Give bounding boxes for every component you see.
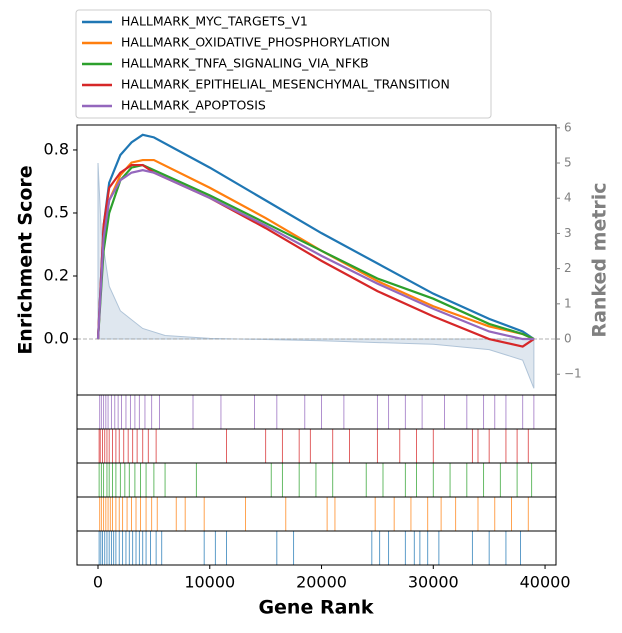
hit-panel xyxy=(76,496,557,532)
y2-tick-label: 5 xyxy=(564,156,572,170)
hit-panel xyxy=(76,530,557,566)
y2-tick-label: 1 xyxy=(564,296,572,310)
y-tick-label: 0.0 xyxy=(44,329,69,348)
legend-label: HALLMARK_TNFA_SIGNALING_VIA_NFKB xyxy=(121,56,369,71)
y2-tick-label: 4 xyxy=(564,191,572,205)
es-line xyxy=(96,133,535,340)
legend-label: HALLMARK_EPITHELIAL_MESENCHYMAL_TRANSITI… xyxy=(121,77,450,92)
x-tick-label: 30000 xyxy=(408,573,459,592)
y2-tick-label: 0 xyxy=(564,332,572,346)
legend-label: HALLMARK_MYC_TARGETS_V1 xyxy=(121,14,308,29)
plot-frame xyxy=(76,124,557,396)
legend-label: HALLMARK_OXIDATIVE_PHOSPHORYLATION xyxy=(121,35,390,50)
es-line xyxy=(96,158,535,341)
x-axis-label: Gene Rank xyxy=(258,597,373,619)
hit-panel xyxy=(76,462,557,498)
es-line xyxy=(96,168,534,341)
y2-axis-label: Ranked metric xyxy=(589,182,611,337)
x-tick-label: 20000 xyxy=(296,573,347,592)
legend-box xyxy=(75,9,492,119)
es-line xyxy=(96,163,535,341)
y-axis-label: Enrichment Score xyxy=(15,165,37,354)
y2-tick-label: −1 xyxy=(564,367,582,381)
x-tick-label: 40000 xyxy=(520,573,571,592)
y-tick-label: 0.2 xyxy=(44,266,69,285)
y2-tick-label: 6 xyxy=(564,120,572,134)
hit-panel xyxy=(76,428,557,464)
hit-panel xyxy=(76,394,557,430)
ranked-metric-area xyxy=(97,162,535,389)
legend-label: HALLMARK_APOPTOSIS xyxy=(121,98,266,113)
y-tick-label: 0.5 xyxy=(44,202,69,221)
x-tick-label: 0 xyxy=(93,573,103,592)
y2-tick-label: 3 xyxy=(564,226,572,240)
y2-tick-label: 2 xyxy=(564,261,572,275)
y-tick-label: 0.8 xyxy=(44,139,69,158)
x-tick-label: 10000 xyxy=(184,573,235,592)
